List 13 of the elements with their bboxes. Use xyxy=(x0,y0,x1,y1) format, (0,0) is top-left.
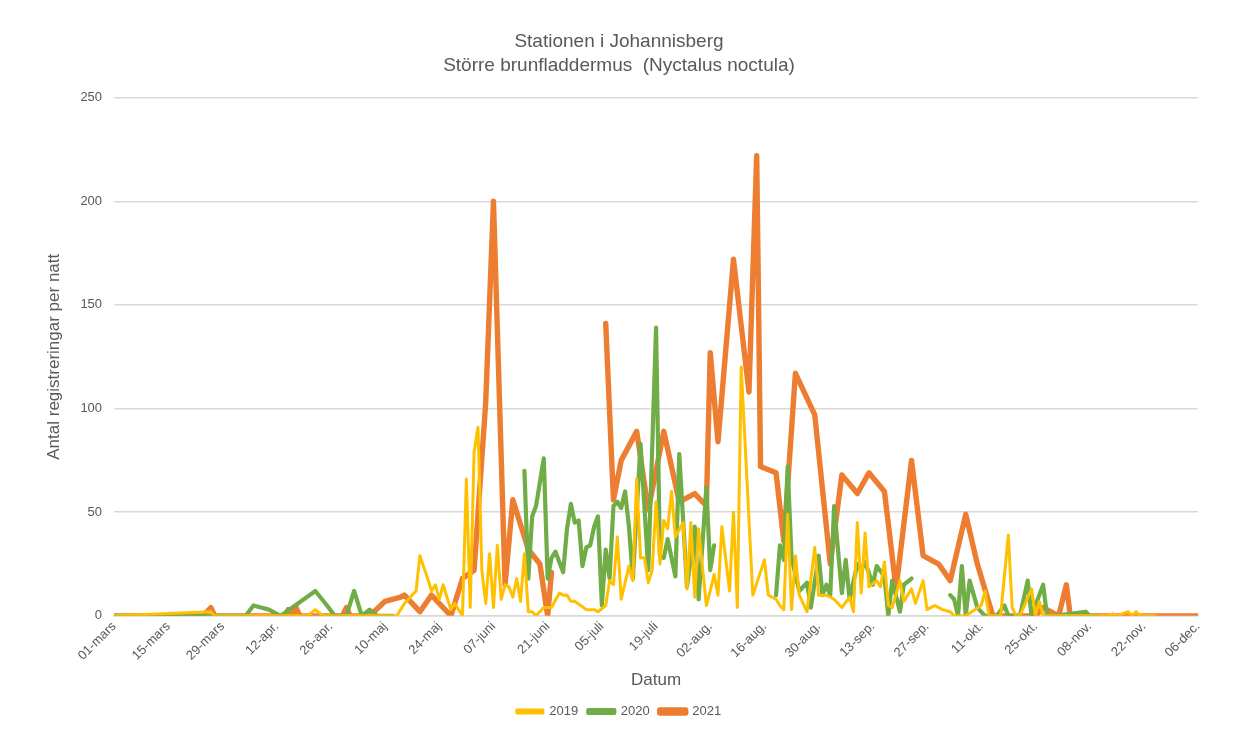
x-axis-title: Datum xyxy=(631,670,682,690)
y-tick-label: 100 xyxy=(80,400,103,416)
legend-label: 2020 xyxy=(620,703,650,719)
y-tick-label: 50 xyxy=(87,503,103,519)
y-axis-title: Antal registreringar per natt xyxy=(43,253,63,460)
chart-title: Stationen i Johannisberg xyxy=(514,29,724,51)
legend-label: 2019 xyxy=(549,703,579,719)
legend-label: 2021 xyxy=(692,703,722,719)
y-tick-label: 0 xyxy=(94,607,103,623)
chart-subtitle: Större brunfladdermus (Nyctalus noctula) xyxy=(443,54,795,76)
y-tick-label: 200 xyxy=(80,192,103,208)
y-tick-label: 150 xyxy=(80,296,103,312)
y-tick-label: 250 xyxy=(80,89,103,105)
